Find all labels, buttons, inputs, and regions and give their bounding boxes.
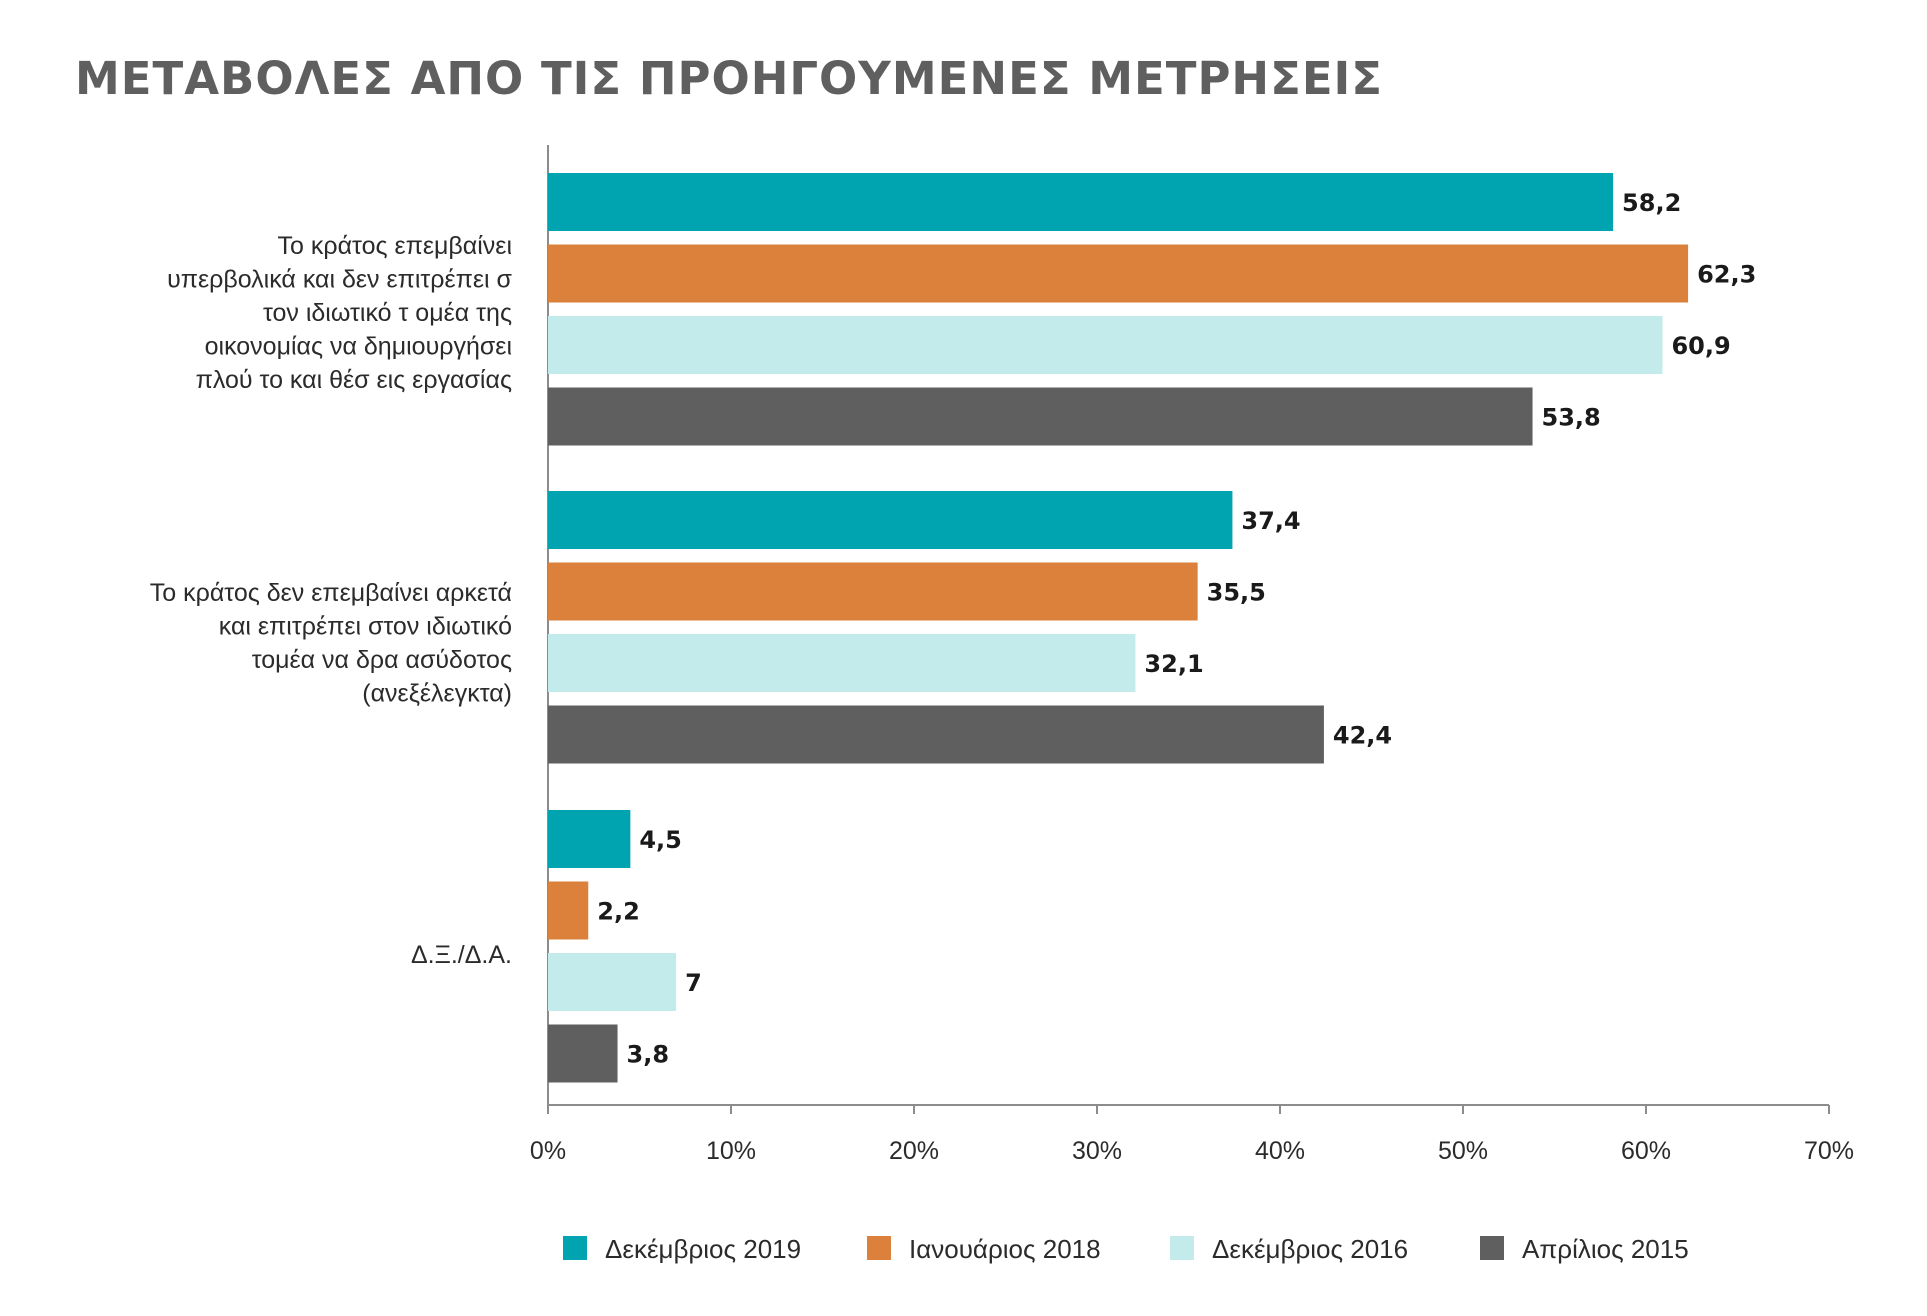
legend: Δεκέμβριος 2019 Ιανουάριος 2018 Δεκέμβριος… (563, 1234, 1689, 1264)
bar (548, 387, 1533, 446)
axes (547, 145, 1829, 1106)
bar-value-label: 58,2 (1622, 189, 1681, 217)
legend-label: Απρίλιος 2015 (1522, 1234, 1689, 1264)
bar-value-label: 53,8 (1542, 404, 1601, 432)
bar (548, 316, 1663, 374)
bar-value-label: 2,2 (597, 898, 640, 926)
legend-label: Δεκέμβριος 2016 (1212, 1234, 1408, 1264)
x-tick-label: 0% (530, 1137, 566, 1165)
x-tick-labels: 0% 10% 20% 30% 40% 50% 60% 70% (530, 1105, 1854, 1165)
x-tick-label: 70% (1804, 1137, 1854, 1165)
legend-swatch (563, 1236, 587, 1260)
x-tick-label: 30% (1072, 1137, 1122, 1165)
legend-label: Δεκέμβριος 2019 (605, 1234, 801, 1264)
bar (548, 491, 1233, 549)
bar (548, 1024, 618, 1083)
bars-group: 58,2 37,4 4,5 62,3 35,5 2,2 60,9 32,1 7 53,8 42,4 3… (548, 173, 1756, 1083)
bar-value-label: 37,4 (1241, 507, 1300, 535)
x-tick-label: 50% (1438, 1137, 1488, 1165)
x-tick-label: 40% (1255, 1137, 1305, 1165)
bar (548, 810, 631, 868)
bar (548, 562, 1198, 621)
bar-value-label: 3,8 (627, 1041, 670, 1069)
legend-swatch (867, 1236, 891, 1260)
bar (548, 634, 1136, 692)
x-tick-label: 20% (889, 1137, 939, 1165)
bar-value-label: 32,1 (1144, 650, 1203, 678)
bar-value-label: 60,9 (1671, 332, 1730, 360)
x-tick-label: 60% (1621, 1137, 1671, 1165)
bar-value-label: 62,3 (1697, 261, 1756, 289)
x-tick-label: 10% (706, 1137, 756, 1165)
bar (548, 705, 1324, 764)
bar-value-label: 35,5 (1207, 579, 1266, 607)
chart-title: ΜΕΤΑΒΟΛΕΣ ΑΠΟ ΤΙΣ ΠΡΟΗΓΟΥΜΕΝΕΣ ΜΕΤΡΗΣΕΙΣ (75, 52, 1384, 105)
category-label: Το κράτος επεμβαίνει υπερβολικά και δεν ε… (167, 232, 512, 394)
bar-value-label: 4,5 (639, 826, 682, 854)
bar-value-label: 42,4 (1333, 722, 1392, 750)
category-labels: Το κράτος επεμβαίνει υπερβολικά και δεν ε… (150, 232, 513, 969)
category-label: Το κράτος δεν επεμβαίνει αρκετά και επιτρ… (150, 579, 512, 708)
bar-value-label: 7 (685, 969, 702, 997)
legend-swatch (1170, 1236, 1194, 1260)
category-label: Δ.Ξ./Δ.Α. (411, 941, 512, 969)
legend-label: Ιανουάριος 2018 (909, 1234, 1101, 1264)
bar (548, 881, 589, 940)
bar (548, 244, 1689, 303)
bar (548, 953, 677, 1011)
bar (548, 173, 1614, 231)
legend-swatch (1480, 1236, 1504, 1260)
